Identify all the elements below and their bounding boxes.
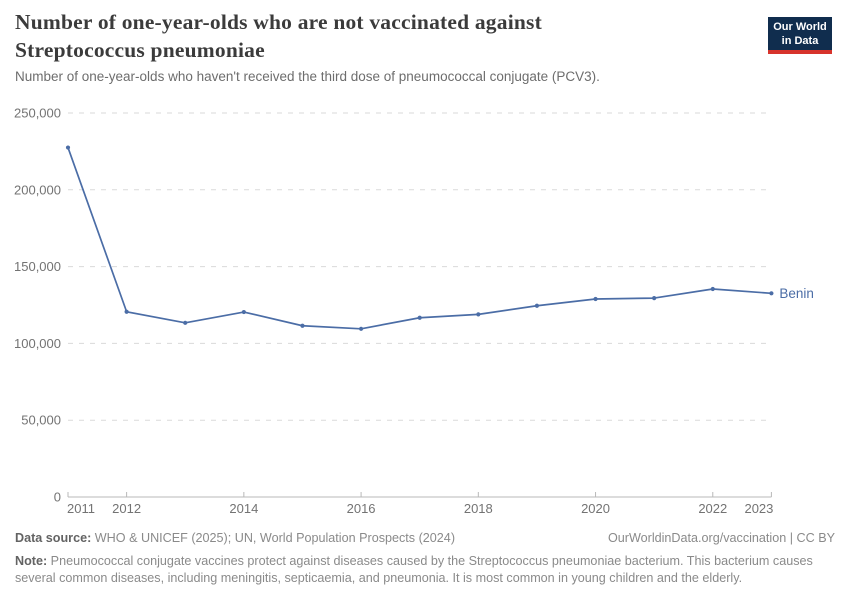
- note-label: Note:: [15, 553, 48, 568]
- note-line: Note: Pneumococcal conjugate vaccines pr…: [15, 553, 835, 588]
- data-point-2018[interactable]: [476, 312, 481, 317]
- data-source-label: Data source:: [15, 531, 92, 545]
- data-point-2019[interactable]: [534, 303, 540, 308]
- data-point-2014[interactable]: [241, 309, 246, 315]
- owid-logo-line2: in Data: [781, 35, 819, 48]
- y-axis-tick-label: 150,000: [14, 259, 61, 274]
- y-axis-tick-label: 50,000: [21, 413, 61, 428]
- y-axis-tick-label: 100,000: [14, 336, 61, 351]
- data-point-2016[interactable]: [358, 326, 364, 331]
- chart-title: Number of one-year-olds who are not vacc…: [15, 10, 542, 62]
- data-point-2022[interactable]: [710, 286, 715, 292]
- chart-subtitle: Number of one-year-olds who haven't rece…: [15, 69, 600, 84]
- owid-logo[interactable]: Our World in Data: [768, 17, 832, 55]
- y-axis-tick-label: 200,000: [14, 182, 61, 197]
- data-source-line: Data source: WHO & UNICEF (2025); UN, Wo…: [15, 530, 455, 548]
- line-chart-canvas[interactable]: 0 50,000 100,000 150,000 200,000 250,000 2011 2…: [0, 98, 850, 528]
- data-point-2012[interactable]: [124, 309, 129, 314]
- x-axis-tick-label: 2014: [229, 501, 258, 516]
- x-axis-tick-label: 2012: [112, 501, 141, 516]
- y-axis-tick-label: 250,000: [14, 106, 61, 121]
- data-point-2015[interactable]: [300, 323, 305, 328]
- x-axis-tick-label: 2016: [347, 501, 376, 516]
- benin-line[interactable]: [67, 146, 773, 330]
- data-point-2011[interactable]: [65, 145, 71, 150]
- x-axis-tick-label: 2020: [581, 501, 610, 516]
- data-point-2017[interactable]: [417, 315, 422, 320]
- chart-footer: Data source: WHO & UNICEF (2025); UN, Wo…: [15, 530, 835, 588]
- x-axis-tick-label: 2011: [67, 501, 95, 516]
- x-axis-tick-label: 2023: [744, 501, 773, 516]
- y-axis-tick-label: 0: [54, 490, 61, 505]
- data-point-2020[interactable]: [593, 296, 598, 302]
- series-end-label-benin[interactable]: Benin: [779, 286, 814, 301]
- credit-link[interactable]: OurWorldinData.org/vaccination | CC BY: [607, 531, 835, 545]
- note-text: Pneumococcal conjugate vaccines protect …: [15, 553, 813, 586]
- x-axis-tick-label: 2022: [698, 501, 727, 516]
- owid-logo-line1: Our World: [773, 21, 827, 33]
- data-point-2021[interactable]: [652, 295, 657, 301]
- x-axis-tick-label: 2018: [464, 501, 493, 516]
- data-point-2013[interactable]: [183, 320, 188, 325]
- data-source-text: WHO & UNICEF (2025); UN, World Populatio…: [91, 531, 456, 545]
- data-point-2023[interactable]: [769, 291, 774, 296]
